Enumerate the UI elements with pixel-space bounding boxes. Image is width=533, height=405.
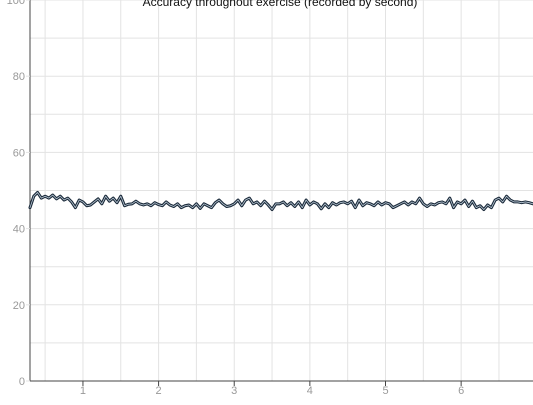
y-tick-label: 80 <box>13 71 25 83</box>
series-line-highlight-0 <box>29 192 533 210</box>
y-tick-label: 20 <box>13 300 25 312</box>
chart-title: Accuracy throughout exercise (recorded b… <box>143 0 418 9</box>
series-line-0 <box>28 190 533 212</box>
x-tick-label: 4 <box>307 385 313 397</box>
axes <box>29 0 533 382</box>
y-tick-label: 0 <box>19 376 25 388</box>
y-tick-label: 60 <box>13 147 25 159</box>
x-tick-label: 1 <box>80 385 86 397</box>
series-group <box>28 190 533 212</box>
x-tick-label: 3 <box>231 385 237 397</box>
x-tick-label: 6 <box>458 385 464 397</box>
x-tick-label: 5 <box>382 385 388 397</box>
tick-labels: 0 20 40 60 80 100 1 2 3 4 5 6 <box>7 0 464 397</box>
y-tick-label: 100 <box>7 0 25 7</box>
x-tick-label: 2 <box>156 385 162 397</box>
y-tick-label: 40 <box>13 224 25 236</box>
grid <box>30 0 533 382</box>
